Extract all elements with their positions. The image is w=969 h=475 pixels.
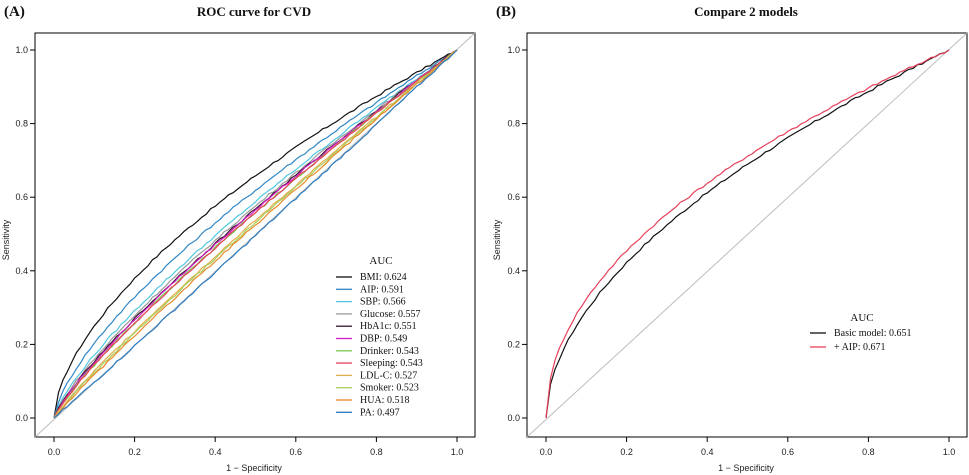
legend-entry: DBP: 0.549 [360,334,407,345]
panel-a: (A) ROC curve for CVD 0.0 0.2 0.4 0.6 0.8 1.0… [1,4,476,473]
panel-b: (B) Compare 2 models 0.0 0.2 0.4 0.6 0.8 1.00… [492,4,968,473]
y-tick-label: 0.6 [507,192,520,202]
legend-entry: Glucose: 0.557 [360,309,421,320]
y-tick-label: 0.4 [15,266,28,276]
y-tick-label: 0.2 [15,339,28,349]
legend-entry: Drinker: 0.543 [360,346,419,357]
y-tick-label: 0.8 [507,119,520,129]
roc-curve-hua [53,49,458,419]
y-tick-label: 0.4 [507,266,520,276]
x-tick-label: 0.4 [701,447,714,457]
roc-curve-basic-model [545,49,950,419]
y-axis-label-a: Sensitivity [1,219,11,260]
legend-entry: LDL-C: 0.527 [360,370,417,381]
legend-title-b: AUC [850,312,873,324]
x-axis-label-b: 1 − Specificity [718,463,774,473]
roc-curve-aip [53,49,458,419]
legend-entry: HUA: 0.518 [360,395,409,406]
diagonal-reference-line-b [526,32,968,438]
y-tick-label: 0.2 [507,339,520,349]
x-tick-label: 1.0 [451,447,464,457]
legend-b: AUC Basic model: 0.651 + AIP: 0.671 [810,312,912,353]
x-tick-label: 0.2 [620,447,633,457]
y-tick-label: 0.6 [15,192,28,202]
roc-curves-a [53,49,458,419]
panel-label-b: (B) [496,4,516,20]
legend-entry: HbA1c: 0.551 [360,321,417,332]
plot-frame-b [526,32,968,438]
roc-curve-aip [545,49,950,419]
chart-title-a: ROC curve for CVD [197,4,311,19]
y-tick-label: 0.0 [15,413,28,423]
x-axis-label-a: 1 − Specificity [226,463,282,473]
y-tick-label: 1.0 [15,45,28,55]
legend-entry: PA: 0.497 [360,407,400,418]
plot-frame-a [34,32,476,438]
legend-entry: BMI: 0.624 [360,272,407,283]
x-tick-label: 0.2 [128,447,141,457]
panel-label-a: (A) [4,4,25,20]
x-tick-label: 0.4 [209,447,222,457]
roc-curve-pa [53,49,458,419]
legend-entry: Sleeping: 0.543 [360,358,423,369]
roc-curve-sleeping [53,49,458,419]
roc-curves-b [545,49,950,419]
x-tick-label: 0.6 [782,447,795,457]
x-tick-label: 0.6 [290,447,303,457]
legend-entry: SBP: 0.566 [360,297,406,308]
x-tick-label: 0.8 [370,447,383,457]
legend-entry: + AIP: 0.671 [834,342,885,353]
x-tick-label: 1.0 [943,447,956,457]
x-tick-label: 0.8 [862,447,875,457]
chart-title-b: Compare 2 models [694,4,798,19]
roc-curve-sbp [53,49,458,419]
y-axis-label-b: Sensitivity [492,219,502,260]
legend-entry: Smoker: 0.523 [360,383,419,394]
axes-b: 0.0 0.2 0.4 0.6 0.8 1.0 0.0 0.2 0.4 0.6 0.8 1.0 [507,45,955,457]
legend-title-a: AUC [369,255,392,267]
x-tick-label: 0.0 [48,447,61,457]
roc-curve-bmi [53,49,458,419]
legend-entry: AIP: 0.591 [360,284,404,295]
y-tick-label: 1.0 [507,45,520,55]
x-tick-label: 0.0 [540,447,553,457]
y-tick-label: 0.0 [507,413,520,423]
legend-entry: Basic model: 0.651 [834,328,912,339]
axes-a: 0.0 0.2 0.4 0.6 0.8 1.0 0.0 0.2 0.4 0.6 0.8 1.0 [15,45,463,457]
y-tick-label: 0.8 [15,119,28,129]
